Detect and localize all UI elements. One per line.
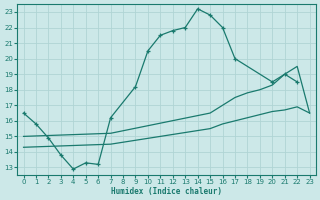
X-axis label: Humidex (Indice chaleur): Humidex (Indice chaleur) xyxy=(111,187,222,196)
